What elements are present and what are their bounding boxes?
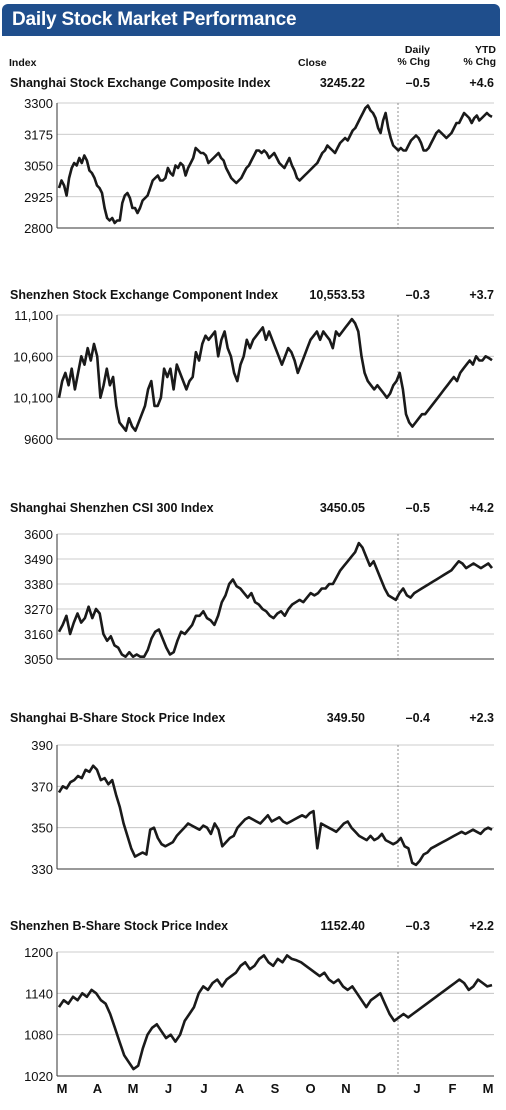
y-tick-label: 11,100: [14, 308, 53, 323]
ytd-header-line2: % Chg: [463, 56, 496, 68]
y-tick-label: 3050: [24, 652, 53, 667]
index-name-3: Shanghai Shenzhen CSI 300 Index: [10, 501, 214, 515]
ytd-header-line1: YTD: [475, 44, 496, 56]
daily-change-4: –0.4: [406, 711, 430, 725]
y-tick-label: 10,100: [13, 391, 53, 406]
daily-column-header: Daily % Chg: [388, 44, 430, 68]
month-label: M: [128, 1081, 139, 1096]
y-tick-label: 10,600: [13, 349, 53, 364]
ytd-change-1: +4.6: [469, 76, 494, 90]
ytd-change-4: +2.3: [469, 711, 494, 725]
y-tick-label: 3380: [24, 577, 53, 592]
daily-change-2: –0.3: [406, 288, 430, 302]
daily-header-line1: Daily: [404, 44, 430, 56]
month-label: O: [305, 1081, 315, 1096]
month-label: A: [93, 1081, 103, 1096]
month-label: J: [200, 1081, 207, 1096]
page-title: Daily Stock Market Performance: [12, 9, 297, 30]
close-value-5: 1152.40: [321, 919, 366, 933]
y-tick-label: 1080: [24, 1028, 53, 1043]
index-column-header: Index: [9, 57, 37, 69]
index-name-1: Shanghai Stock Exchange Composite Index: [10, 76, 271, 90]
y-tick-label: 2925: [24, 190, 53, 205]
month-label: S: [271, 1081, 280, 1096]
close-value-4: 349.50: [327, 711, 365, 725]
title-bar: Daily Stock Market Performance: [2, 4, 500, 36]
y-tick-label: 370: [31, 779, 53, 794]
daily-header-line2: % Chg: [397, 56, 430, 68]
index-name-4: Shanghai B-Share Stock Price Index: [10, 711, 225, 725]
month-label: J: [165, 1081, 172, 1096]
close-value-3: 3450.05: [320, 501, 365, 515]
close-value-1: 3245.22: [320, 76, 365, 90]
index-name-5: Shenzhen B-Share Stock Price Index: [10, 919, 228, 933]
y-tick-label: 1140: [25, 986, 53, 1001]
series-line-3: [57, 541, 494, 659]
y-tick-label: 3175: [24, 127, 53, 142]
ytd-change-2: +3.7: [469, 288, 494, 302]
close-value-2: 10,553.53: [309, 288, 365, 302]
close-column-header: Close: [298, 57, 327, 69]
y-tick-label: 2800: [24, 221, 53, 236]
y-tick-label: 3300: [24, 96, 53, 111]
month-label: A: [235, 1081, 245, 1096]
month-label: D: [377, 1081, 386, 1096]
month-label: J: [413, 1081, 420, 1096]
y-tick-label: 3600: [24, 527, 53, 542]
y-tick-label: 3270: [24, 602, 53, 617]
series-line-4: [57, 764, 493, 867]
y-tick-label: 1200: [24, 945, 53, 960]
series-line-1: [57, 104, 493, 225]
series-line-5: [57, 954, 493, 1071]
y-tick-label: 9600: [24, 432, 53, 447]
y-tick-label: 350: [31, 821, 53, 836]
month-label: M: [483, 1081, 494, 1096]
ytd-change-5: +2.2: [469, 919, 494, 933]
series-line-2: [57, 317, 493, 433]
ytd-change-3: +4.2: [469, 501, 494, 515]
y-tick-label: 1020: [24, 1069, 53, 1084]
y-tick-label: 3050: [24, 159, 53, 174]
y-tick-label: 330: [31, 862, 53, 877]
daily-change-5: –0.3: [406, 919, 430, 933]
y-tick-label: 3490: [24, 552, 53, 567]
y-tick-label: 3160: [24, 627, 53, 642]
daily-change-3: –0.5: [406, 501, 430, 515]
ytd-column-header: YTD % Chg: [452, 44, 496, 68]
index-name-2: Shenzhen Stock Exchange Component Index: [10, 288, 278, 302]
daily-change-1: –0.5: [406, 76, 430, 90]
month-label: F: [449, 1081, 457, 1096]
y-tick-label: 390: [31, 738, 53, 753]
month-label: M: [57, 1081, 68, 1096]
month-label: N: [341, 1081, 350, 1096]
